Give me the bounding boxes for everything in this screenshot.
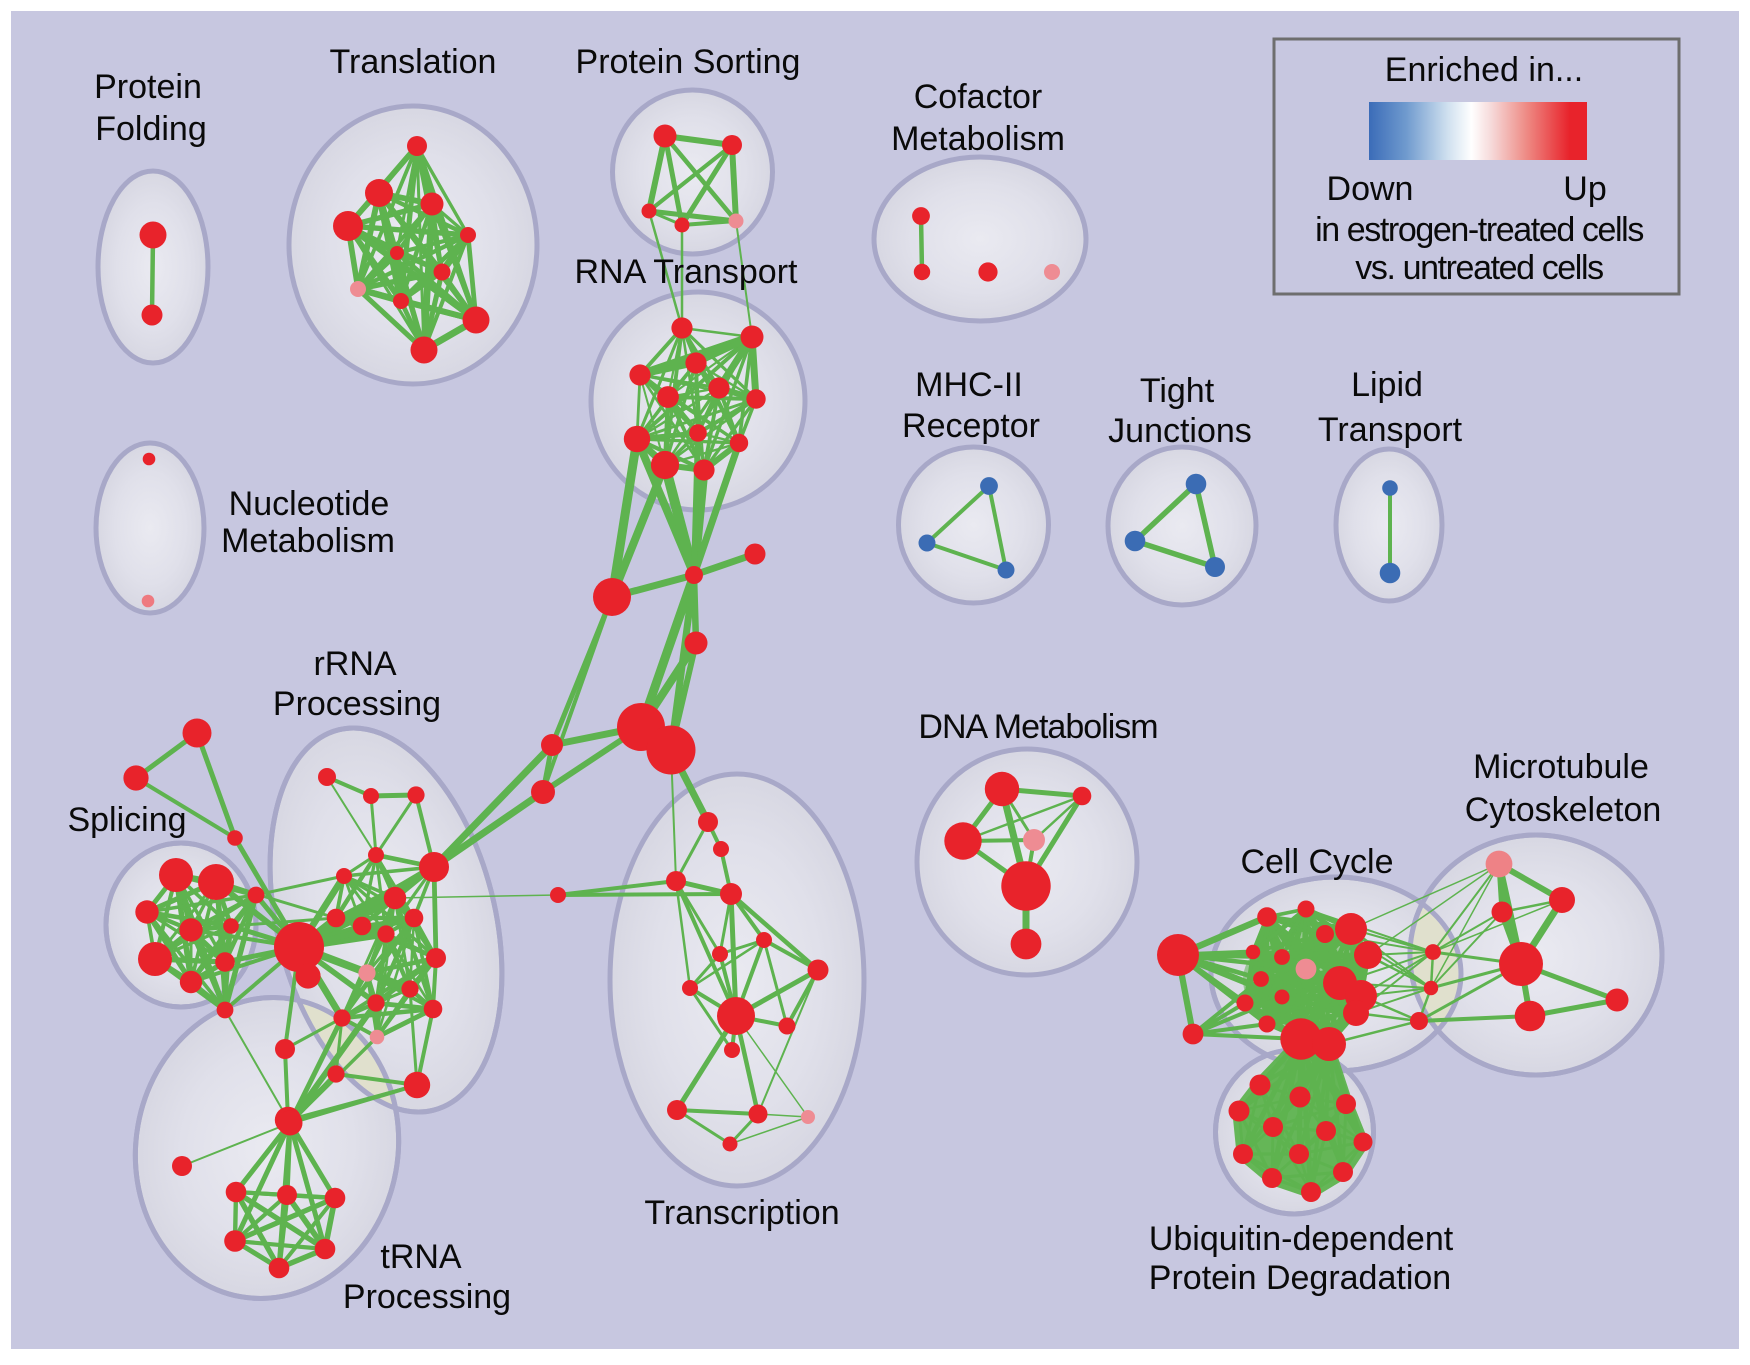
svg-text:Junctions: Junctions xyxy=(1108,412,1252,450)
svg-text:tRNA: tRNA xyxy=(380,1238,462,1276)
svg-text:Protein Sorting: Protein Sorting xyxy=(576,43,801,81)
svg-text:Nucleotide: Nucleotide xyxy=(229,485,390,523)
svg-text:Up: Up xyxy=(1563,170,1606,208)
svg-text:Processing: Processing xyxy=(343,1278,511,1316)
svg-text:Ubiquitin-dependent: Ubiquitin-dependent xyxy=(1149,1220,1454,1258)
svg-text:Enriched in...: Enriched in... xyxy=(1385,51,1583,89)
svg-text:Transcription: Transcription xyxy=(644,1194,839,1232)
svg-text:Metabolism: Metabolism xyxy=(891,120,1065,158)
svg-text:Tight: Tight xyxy=(1140,372,1215,410)
svg-text:Microtubule: Microtubule xyxy=(1473,748,1649,786)
svg-text:Metabolism: Metabolism xyxy=(221,522,395,560)
svg-text:Lipid: Lipid xyxy=(1351,366,1423,404)
svg-text:Transport: Transport xyxy=(1318,411,1463,449)
svg-text:Cofactor: Cofactor xyxy=(914,78,1043,116)
svg-text:MHC-II: MHC-II xyxy=(915,366,1023,404)
svg-text:Processing: Processing xyxy=(273,685,441,723)
svg-text:Translation: Translation xyxy=(330,43,497,81)
svg-text:Cell Cycle: Cell Cycle xyxy=(1240,843,1393,881)
svg-text:RNA Transport: RNA Transport xyxy=(575,253,799,291)
svg-text:rRNA: rRNA xyxy=(313,645,396,683)
svg-text:Down: Down xyxy=(1327,170,1414,208)
svg-text:Folding: Folding xyxy=(95,110,207,148)
svg-text:Splicing: Splicing xyxy=(67,801,186,839)
svg-text:Cytoskeleton: Cytoskeleton xyxy=(1465,791,1662,829)
svg-text:Protein Degradation: Protein Degradation xyxy=(1149,1259,1451,1297)
svg-text:Receptor: Receptor xyxy=(902,407,1040,445)
svg-text:vs. untreated cells: vs. untreated cells xyxy=(1355,249,1603,287)
svg-text:DNA Metabolism: DNA Metabolism xyxy=(918,708,1157,746)
svg-text:Protein: Protein xyxy=(94,68,202,106)
svg-text:in estrogen-treated cells: in estrogen-treated cells xyxy=(1315,211,1643,249)
